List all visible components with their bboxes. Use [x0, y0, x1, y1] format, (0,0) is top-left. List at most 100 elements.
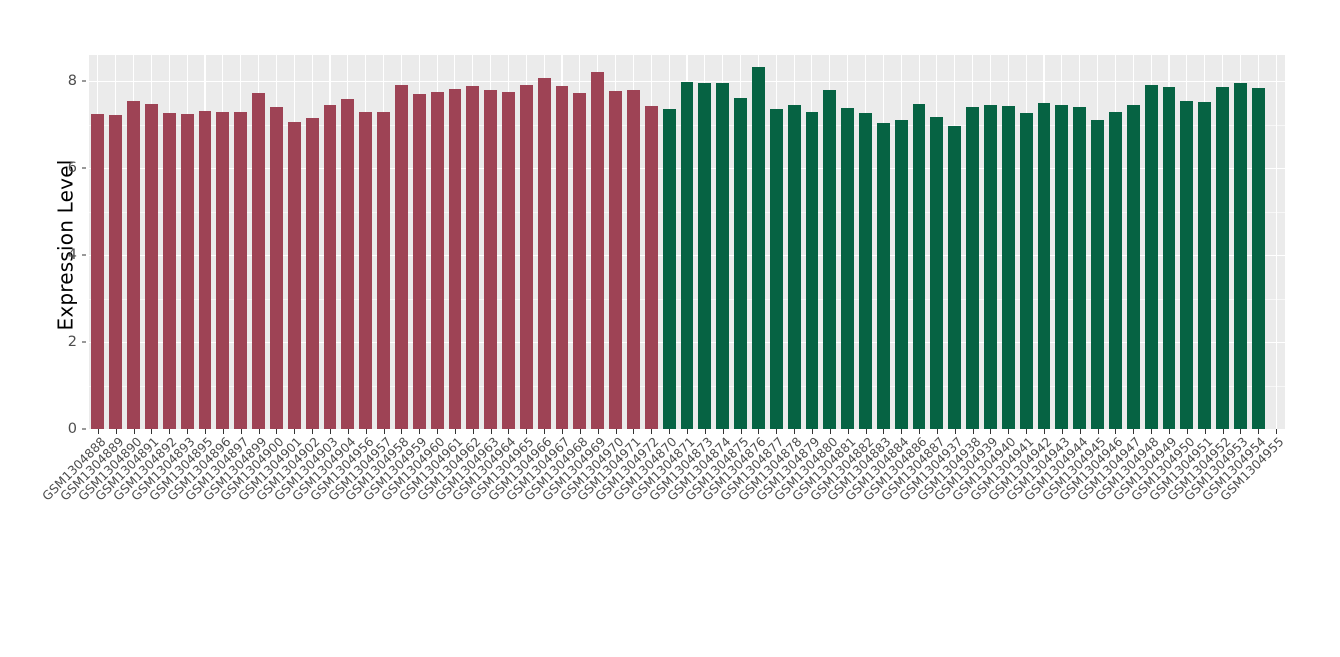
x-tick-mark	[115, 429, 117, 434]
x-tick-mark	[187, 429, 189, 434]
bar	[109, 115, 123, 429]
bar	[627, 89, 640, 429]
bar	[734, 97, 747, 429]
bar	[1019, 113, 1033, 429]
x-tick-mark	[401, 429, 403, 434]
y-tick-label: 4	[67, 247, 77, 264]
bar	[662, 109, 676, 429]
bar	[305, 117, 319, 429]
x-tick-mark	[1276, 429, 1278, 434]
bar	[180, 113, 194, 429]
x-tick-mark	[847, 429, 849, 434]
y-tick-label: 2	[67, 334, 77, 351]
x-tick-mark	[597, 429, 599, 434]
x-tick-mark	[1186, 429, 1188, 434]
bar	[698, 83, 712, 429]
bar	[519, 85, 533, 429]
bar	[287, 121, 301, 429]
bar	[412, 94, 426, 429]
y-tick-label: 8	[67, 73, 77, 90]
y-axis-tick-labels: 0 2 4 6 8	[62, 50, 86, 440]
x-tick-mark	[544, 429, 546, 434]
x-tick-mark	[294, 429, 296, 434]
bar	[162, 112, 176, 429]
bar	[377, 111, 390, 429]
bar	[448, 88, 462, 429]
x-tick-mark	[936, 429, 938, 434]
x-tick-mark	[722, 429, 724, 434]
bar	[145, 104, 158, 429]
x-tick-mark	[615, 429, 617, 434]
bar	[198, 111, 212, 429]
bar	[609, 90, 622, 429]
y-tick-label: 6	[67, 160, 77, 177]
bar	[252, 93, 265, 429]
bar	[270, 107, 283, 429]
bar	[555, 86, 569, 429]
x-tick-mark	[758, 429, 760, 434]
x-tick-mark	[329, 429, 331, 434]
bar	[859, 112, 872, 429]
bar	[573, 92, 587, 429]
bar	[430, 92, 444, 429]
bar	[91, 113, 105, 429]
bar	[1162, 87, 1176, 429]
x-tick-mark	[633, 429, 635, 434]
x-tick-mark	[829, 429, 831, 434]
x-tick-mark	[276, 429, 278, 434]
x-tick-mark	[740, 429, 742, 434]
bar	[1126, 105, 1140, 429]
x-tick-mark	[687, 429, 688, 434]
x-tick-mark	[901, 429, 903, 434]
y-tick-mark	[82, 428, 86, 430]
x-tick-mark	[794, 429, 796, 434]
plot-panel	[89, 55, 1285, 429]
bar	[502, 91, 515, 429]
bar	[234, 111, 248, 429]
y-tick-mark	[82, 80, 86, 82]
bar	[484, 89, 498, 429]
bar	[394, 85, 408, 429]
x-tick-mark	[365, 429, 367, 434]
bar	[751, 67, 765, 429]
bar	[823, 90, 837, 429]
y-tick-mark	[82, 167, 86, 169]
bar	[591, 72, 605, 429]
y-tick-mark	[82, 254, 86, 256]
x-tick-mark	[151, 429, 153, 434]
x-tick-mark	[472, 429, 474, 434]
bar	[1270, 93, 1283, 429]
bar	[359, 111, 373, 429]
x-tick-mark	[1097, 429, 1099, 434]
y-tick-mark	[82, 341, 86, 343]
bar	[644, 106, 658, 429]
bar	[466, 86, 480, 429]
bar	[1073, 106, 1087, 429]
gridline-vertical	[1275, 55, 1277, 429]
x-tick-mark	[1133, 429, 1135, 434]
bar	[966, 106, 980, 429]
x-tick-mark	[169, 429, 171, 434]
bar	[805, 112, 819, 429]
bar	[1055, 104, 1069, 429]
x-tick-mark	[97, 429, 99, 434]
x-tick-mark	[312, 429, 314, 434]
bar	[1216, 87, 1229, 429]
bar	[716, 82, 730, 429]
bar	[769, 109, 783, 429]
bar	[787, 105, 801, 429]
x-tick-mark	[454, 429, 456, 434]
bar	[876, 122, 890, 429]
x-tick-mark	[347, 429, 349, 434]
bar	[1091, 119, 1104, 429]
x-tick-mark	[811, 429, 813, 434]
x-tick-mark	[419, 429, 421, 434]
x-tick-mark	[883, 429, 885, 434]
x-tick-mark	[133, 429, 135, 434]
x-tick-mark	[258, 429, 260, 434]
bar	[1001, 105, 1015, 429]
y-tick-label: 0	[67, 421, 77, 437]
bar	[930, 116, 944, 429]
x-tick-mark	[972, 429, 974, 434]
